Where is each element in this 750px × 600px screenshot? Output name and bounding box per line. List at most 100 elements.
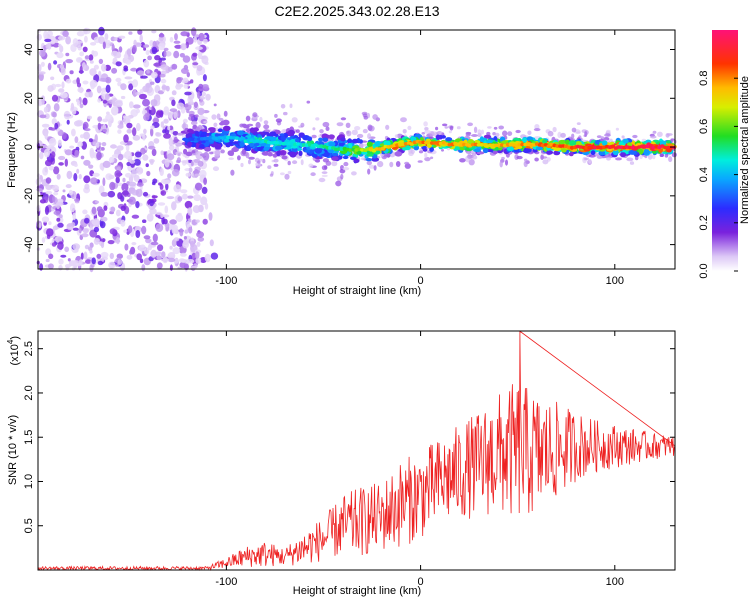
spectrogram-cell [109,181,116,191]
spectrogram-cell [141,225,147,235]
spectrogram-cell [77,141,83,148]
spectrogram-cell [39,49,46,57]
spectrogram-cell [167,125,171,131]
spectrogram-cell [201,55,209,64]
spectrogram-cell [194,251,200,259]
spectrogram-cell [149,200,154,207]
colorbar-label: Normalized spectral amplitude [739,76,750,224]
spectrogram-cell [158,182,162,186]
spectrogram-cell [166,196,175,200]
spectrogram-cell [160,64,169,70]
spectrogram-cell [634,155,639,161]
spectrogram-cell [395,161,401,167]
spectrogram-cell [274,113,278,118]
spectrogram-cell [435,126,439,131]
spectrogram-cell [315,117,320,121]
spectrogram-cell [175,159,181,164]
spectrogram-cell [120,83,127,91]
spectrogram-cell [45,177,52,184]
spectrogram-cell [588,159,592,164]
spectrogram-cell [83,159,91,166]
spectrogram-cell [40,61,45,67]
spectrogram-cell [650,135,657,139]
spectrogram-cell [48,137,57,147]
spectrogram-cell [196,241,201,247]
spectrogram-cell [516,155,523,160]
spectrogram-cell [151,30,157,34]
spectrogram-cell [283,111,288,116]
spectrogram-cell [342,167,350,171]
spectrogram-cell [273,163,279,167]
spectrogram-cell [641,138,647,142]
spectrogram-cell [666,133,673,136]
spectrogram-cell [223,125,231,132]
spectrogram-cell [44,205,50,215]
spectrogram-cell [281,155,288,160]
spectrogram-cell [127,80,134,85]
spectrogram-cell [60,92,68,99]
spectrogram-cell [163,106,169,114]
spectrogram-cell [117,259,123,265]
spectrogram-cell [193,158,201,163]
spectrogram-cell [45,190,53,195]
spectrogram-cell [657,131,663,137]
spectrogram-cell [175,84,182,90]
spectrogram-cell [121,182,129,192]
spectrogram-cell [143,59,150,68]
spectrogram-cell [542,159,549,165]
spectrogram-cell [331,161,338,167]
spectrogram-cell [95,142,100,148]
spectrogram-cell [59,64,65,70]
spectrogram-cell [173,40,181,44]
spectrogram-cell [53,210,61,216]
spectrogram-cell [51,151,56,159]
spectrogram-cell [267,165,272,170]
spectrogram-cell [366,141,373,147]
spectrogram-cell [44,130,48,140]
spectrogram-cell [169,108,178,113]
spectrogram-cell [180,43,187,51]
spectrogram-cell [230,169,235,176]
spectrogram-cell [499,161,503,168]
snr-y-ticks: 0.5 1.0 1.5 2.0 2.5 [23,341,675,533]
spectrogram-cell [96,206,103,213]
spectrogram-cell [175,142,183,147]
spectrogram-cell [108,261,116,269]
spectrogram-cell [643,148,650,155]
spectrogram-cell [120,219,126,227]
spectrogram-cell [149,40,154,47]
spectrogram-cell [76,168,80,174]
spectrogram-cell [45,258,50,263]
spectrogram-cell [139,88,144,94]
spectrogram-cell [86,115,93,120]
spectrogram-cell [89,68,97,76]
spectrogram-marks [35,26,677,273]
spectrogram-cell [346,139,352,143]
spectrogram-cell [220,149,225,154]
spectrogram-cell [72,243,81,250]
spectrogram-cell [477,129,482,135]
spectrogram-cell [193,194,201,202]
spectrogram-cell [400,117,407,123]
y-tick-label: 20 [23,92,35,104]
spectrogram-cell [380,146,385,151]
spectrogram-cell [149,159,154,165]
spectrogram-cell [132,134,141,141]
spectrogram-cell [336,122,344,127]
spectrogram-cell [142,98,150,107]
spectrogram-cell [436,131,443,136]
spectrogram-cell [522,137,527,143]
spectrogram-cell [52,184,59,192]
spectrogram-cell [121,190,129,196]
spectrogram-cell [182,240,190,249]
spectrogram-cell [133,174,140,182]
spectrogram-cell [413,146,419,151]
spectrogram-cell [80,252,84,260]
spectrogram-cell [150,99,158,107]
spectrogram-cell [295,138,300,143]
spectrogram-cell [295,129,300,134]
spectrogram-cell [568,140,577,146]
spectrogram-cell [159,168,164,176]
spectrogram-cell [88,138,93,143]
spectrogram-cell [117,192,123,200]
